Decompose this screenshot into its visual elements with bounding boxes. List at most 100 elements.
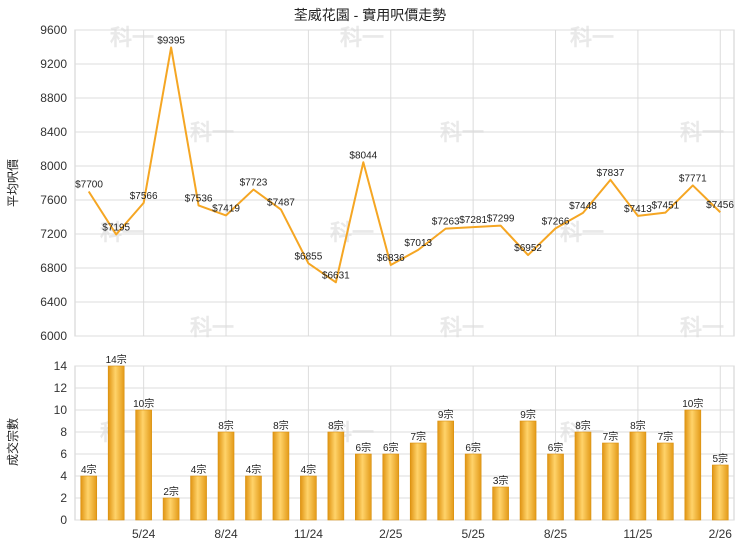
- volume-bar: [492, 486, 509, 521]
- volume-y-tick: 6: [60, 447, 67, 461]
- price-y-tick: 7200: [40, 227, 67, 241]
- volume-bar-label: 14宗: [106, 353, 127, 366]
- price-plot-frame: [74, 29, 735, 337]
- price-y-tick: 8000: [40, 159, 67, 173]
- x-tick-label: 11/24: [294, 527, 323, 541]
- price-point-label: $7771: [679, 173, 707, 184]
- volume-bar-label: 5宗: [712, 452, 728, 465]
- price-point-label: $9395: [157, 35, 185, 46]
- price-point-label: $6631: [322, 270, 350, 281]
- volume-bar-label: 8宗: [630, 419, 646, 432]
- volume-bar: [464, 453, 482, 521]
- price-point-label: $7281: [459, 215, 487, 226]
- volume-bar-label: 8宗: [273, 419, 289, 432]
- volume-bar: [657, 442, 674, 521]
- volume-bar: [217, 431, 235, 521]
- x-tick-label: 2/25: [379, 527, 403, 541]
- x-tick-label: 8/24: [214, 527, 238, 541]
- price-point-label: $7451: [651, 201, 679, 212]
- price-y-tick: 8400: [40, 125, 67, 139]
- volume-bar: [711, 464, 729, 521]
- price-point-label: $7299: [487, 214, 515, 225]
- volume-bar: [80, 475, 98, 521]
- volume-y-tick: 12: [54, 381, 68, 395]
- volume-bar-label: 6宗: [356, 441, 372, 454]
- volume-bar-label: 4宗: [81, 463, 97, 476]
- volume-y-tick: 14: [54, 359, 68, 373]
- watermark-text: 科一: [110, 25, 154, 50]
- price-y-tick: 6400: [40, 295, 67, 309]
- volume-bar: [300, 475, 317, 521]
- price-point-label: $7419: [212, 203, 240, 214]
- volume-bar: [272, 431, 290, 521]
- volume-bar-label: 9宗: [520, 408, 536, 421]
- price-y-tick: 9200: [40, 57, 67, 71]
- volume-bar: [162, 497, 180, 521]
- price-point-label: $7566: [130, 191, 158, 202]
- volume-y-tick: 0: [60, 513, 67, 527]
- volume-bar-label: 7宗: [603, 430, 619, 443]
- price-point-label: $7487: [267, 198, 295, 209]
- price-point-label: $7723: [240, 178, 268, 189]
- volume-bar-label: 7宗: [410, 430, 426, 443]
- volume-bar: [382, 453, 400, 521]
- volume-bar-label: 6宗: [465, 441, 481, 454]
- volume-bar-label: 7宗: [658, 430, 674, 443]
- volume-bar: [135, 409, 152, 521]
- price-point-label: $6836: [377, 253, 405, 264]
- x-tick-label: 11/25: [623, 527, 652, 541]
- volume-bar-label: 10宗: [133, 397, 154, 410]
- volume-bar: [245, 475, 262, 521]
- volume-bar: [107, 365, 125, 521]
- price-y-tick: 9600: [40, 23, 67, 37]
- volume-bar: [519, 420, 537, 521]
- volume-bar-label: 6宗: [548, 441, 564, 454]
- price-series-line: [87, 46, 721, 284]
- volume-bar-label: 4宗: [246, 463, 262, 476]
- watermark-text: 科一: [340, 25, 384, 50]
- volume-bar: [190, 475, 207, 521]
- price-y-tick: 7600: [40, 193, 67, 207]
- volume-y-tick: 4: [60, 469, 67, 483]
- price-point-label: $7263: [432, 217, 460, 228]
- price-point-label: $7536: [185, 193, 213, 204]
- volume-bar: [602, 442, 619, 521]
- volume-bar-label: 2宗: [163, 485, 179, 498]
- price-point-label: $8044: [349, 150, 377, 161]
- price-point-label: $6952: [514, 243, 542, 254]
- volume-bar-label: 6宗: [383, 441, 399, 454]
- watermark-text: 科一: [570, 25, 614, 50]
- price-point-label: $7700: [75, 180, 103, 191]
- watermark-text: 科一: [330, 220, 374, 245]
- volume-bar: [574, 431, 592, 521]
- watermark-text: 科一: [560, 220, 604, 245]
- price-point-label: $6855: [294, 251, 322, 262]
- chart-title: 荃威花園 - 實用呎價走勢: [294, 7, 446, 23]
- volume-y-tick: 10: [54, 403, 68, 417]
- volume-y-tick: 8: [60, 425, 67, 439]
- price-point-label: $7456: [706, 200, 734, 211]
- volume-bar: [409, 442, 427, 521]
- price-point-label: $7013: [404, 238, 432, 249]
- volume-bar: [629, 431, 647, 521]
- price-y-tick: 6800: [40, 261, 67, 275]
- x-tick-label: 8/25: [544, 527, 568, 541]
- x-tick-label: 5/25: [461, 527, 485, 541]
- volume-bar-label: 8宗: [575, 419, 591, 432]
- volume-bar-label: 8宗: [218, 419, 234, 432]
- price-point-label: $7195: [102, 222, 130, 233]
- volume-bar-label: 9宗: [438, 408, 454, 421]
- volume-bar-label: 4宗: [191, 463, 207, 476]
- volume-bar-label: 10宗: [682, 397, 703, 410]
- volume-y-axis-label: 成交宗數: [5, 418, 20, 466]
- price-y-tick: 6000: [40, 329, 67, 343]
- volume-bar: [355, 453, 372, 521]
- price-point-label: $7266: [542, 216, 570, 227]
- price-point-label: $7837: [597, 168, 625, 179]
- price-point-label: $7413: [624, 204, 652, 215]
- price-point-label: $7448: [569, 201, 597, 212]
- x-tick-label: 2/26: [709, 527, 733, 541]
- price-y-axis-label: 平均呎價: [6, 159, 20, 207]
